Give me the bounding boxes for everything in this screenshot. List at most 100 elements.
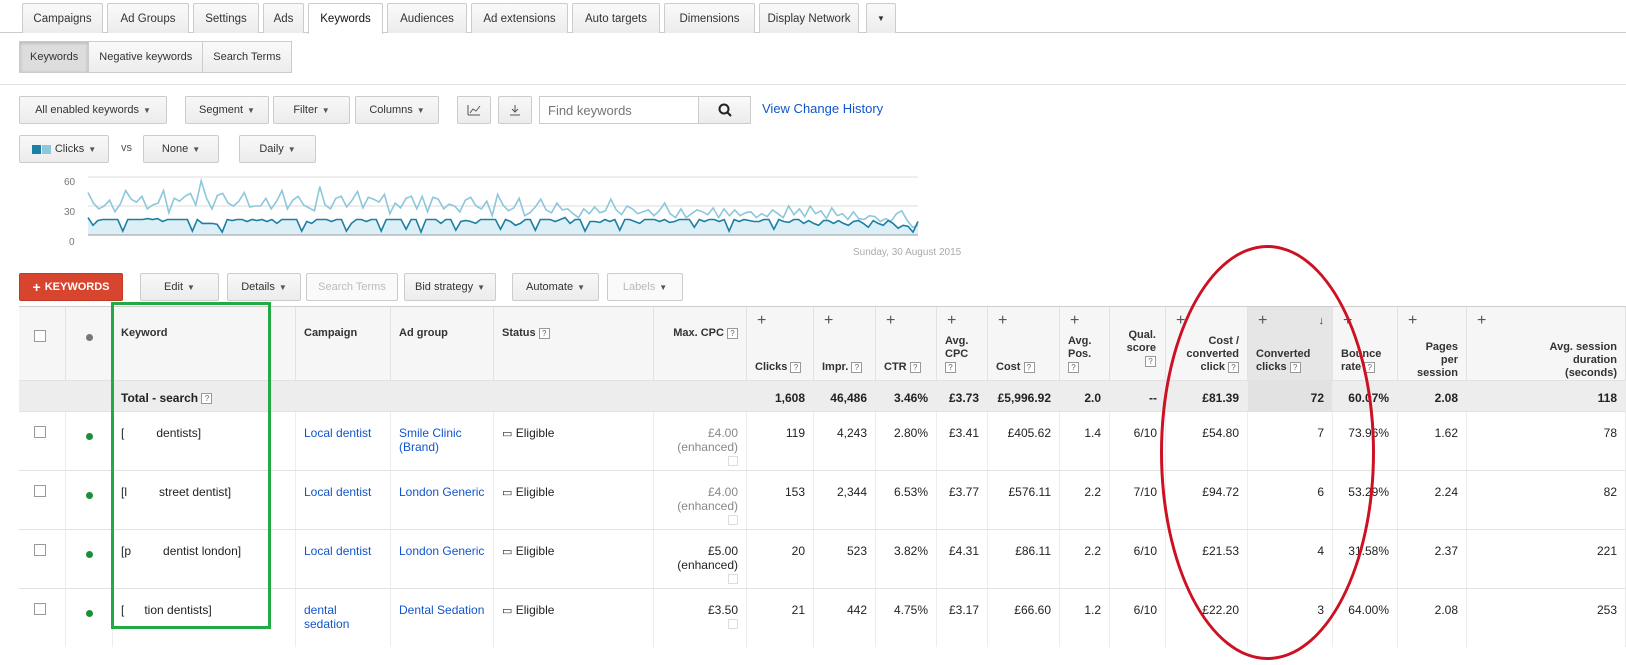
status-filter-dropdown[interactable]: All enabled keywords ▼ [19,96,167,124]
filter-dropdown[interactable]: Filter ▼ [273,96,350,124]
ad-group-link[interactable]: Dental Sedation [391,589,494,647]
status-cell: ▭ Eligible [494,471,654,529]
search-icon [718,103,732,117]
details-dropdown[interactable]: Details ▼ [227,273,301,301]
subtab-negative-keywords[interactable]: Negative keywords [88,41,204,73]
tab-ad-groups[interactable]: Ad Groups [107,3,189,33]
tab-audiences[interactable]: Audiences [387,3,467,33]
help-icon[interactable]: ? [945,361,956,373]
metric1-dropdown[interactable]: Clicks ▼ [19,135,109,163]
columns-dropdown[interactable]: Columns ▼ [355,96,439,124]
tab-ad-extensions[interactable]: Ad extensions [471,3,568,33]
row-checkbox[interactable] [34,603,46,615]
labels-dropdown[interactable]: Labels ▼ [607,273,683,301]
select-all-checkbox[interactable] [34,330,46,342]
campaign-link[interactable]: dental sedation [296,589,391,647]
help-icon[interactable]: ? [851,361,863,373]
max-cpc-cell[interactable]: £5.00 (enhanced) [654,530,747,588]
tab-settings[interactable]: Settings [193,3,259,33]
help-icon[interactable]: ? [201,393,213,405]
row-checkbox[interactable] [34,485,46,497]
plus-icon[interactable]: + [1408,312,1418,329]
speech-bubble-icon[interactable]: ▭ [502,428,513,440]
max-cpc-cell[interactable]: £3.50 [654,589,747,647]
header-pages-per-session[interactable]: + Pages per session [1398,307,1467,394]
tab-campaigns[interactable]: Campaigns [22,3,103,33]
max-cpc-cell[interactable]: £4.00 (enhanced) [654,471,747,529]
header-max-cpc[interactable]: Max. CPC ? [654,307,747,394]
plus-icon[interactable]: + [1070,312,1080,329]
search-input[interactable] [539,96,699,124]
header-campaign[interactable]: Campaign [296,307,391,394]
help-icon[interactable]: ? [909,361,921,373]
header-impr[interactable]: + Impr. ? [814,307,876,394]
plus-icon[interactable]: + [1176,312,1186,329]
speech-bubble-icon[interactable]: ▭ [502,487,513,499]
ad-group-link[interactable]: London Generic [391,471,494,529]
conversion-columns-highlight [1160,245,1375,660]
header-avg-cpc[interactable]: + Avg. CPC ? [937,307,988,394]
header-avg-session-duration[interactable]: + Avg. session duration (seconds) [1467,307,1626,394]
help-icon[interactable]: ? [1145,355,1156,367]
edit-dropdown[interactable]: Edit ▼ [140,273,219,301]
campaign-link[interactable]: Local dentist [296,530,391,588]
bid-strategy-dropdown[interactable]: Bid strategy ▼ [404,273,496,301]
help-icon[interactable]: ? [727,327,738,339]
metric2-dropdown[interactable]: None ▼ [143,135,219,163]
help-icon[interactable]: ? [538,327,550,339]
plus-icon[interactable]: + [947,312,957,329]
row-checkbox[interactable] [34,544,46,556]
header-keyword[interactable]: Keyword [113,307,296,394]
help-icon[interactable]: ? [1068,361,1079,373]
ad-group-link[interactable]: London Generic [391,530,494,588]
header-cost[interactable]: + Cost ? [988,307,1060,394]
more-tabs-button[interactable]: ▼ [866,3,896,33]
help-icon[interactable]: ? [790,361,802,373]
tab-ads[interactable]: Ads [263,3,304,33]
header-status[interactable]: Status ? [494,307,654,394]
ad-group-link[interactable]: Smile Clinic (Brand) [391,412,494,470]
view-change-history-link[interactable]: View Change History [762,101,884,116]
search-terms-button[interactable]: Search Terms [306,273,398,301]
plus-icon[interactable]: + [824,312,834,329]
pages-cell: 2.37 [1398,530,1467,588]
max-cpc-cell[interactable]: £4.00 (enhanced) [654,412,747,470]
header-clicks[interactable]: + Clicks ? [747,307,814,394]
campaign-link[interactable]: Local dentist [296,471,391,529]
speech-bubble-icon[interactable]: ▭ [502,605,513,617]
interval-dropdown[interactable]: Daily ▼ [239,135,316,163]
caret-down-icon: ▼ [278,282,287,292]
enabled-dot-icon [86,551,93,558]
header-qual-score[interactable]: Qual. score ? [1110,307,1166,394]
tab-keywords[interactable]: Keywords [308,3,383,34]
impr-cell: 442 [814,589,876,647]
row-checkbox[interactable] [34,426,46,438]
avg-pos-cell: 1.4 [1060,412,1110,470]
subtab-keywords[interactable]: Keywords [19,41,90,73]
automate-dropdown[interactable]: Automate ▼ [512,273,599,301]
tab-auto-targets[interactable]: Auto targets [572,3,660,33]
header-ctr[interactable]: + CTR ? [876,307,937,394]
total-ctr: 3.46% [876,381,937,411]
speech-bubble-icon[interactable]: ▭ [502,546,513,558]
caret-down-icon: ▼ [416,105,425,115]
avg-session-cell: 78 [1467,412,1626,470]
campaign-link[interactable]: Local dentist [296,412,391,470]
header-avg-pos[interactable]: + Avg. Pos. ? [1060,307,1110,394]
search-button[interactable] [698,96,751,124]
tab-dimensions[interactable]: Dimensions [664,3,755,33]
plus-icon[interactable]: + [757,312,767,329]
tab-display-network[interactable]: Display Network [759,3,859,33]
header-ad-group[interactable]: Ad group [391,307,494,394]
plus-icon[interactable]: + [1477,312,1487,329]
subtab-search-terms[interactable]: Search Terms [202,41,292,73]
add-keywords-button[interactable]: + KEYWORDS [19,273,123,301]
plus-icon[interactable]: + [886,312,896,329]
segment-dropdown[interactable]: Segment ▼ [185,96,269,124]
plus-icon[interactable]: + [998,312,1008,329]
help-icon[interactable]: ? [1023,361,1035,373]
avg-pos-cell: 1.2 [1060,589,1110,647]
download-button[interactable] [498,96,532,124]
header-select-all [19,307,66,394]
chart-toggle-button[interactable] [457,96,491,124]
